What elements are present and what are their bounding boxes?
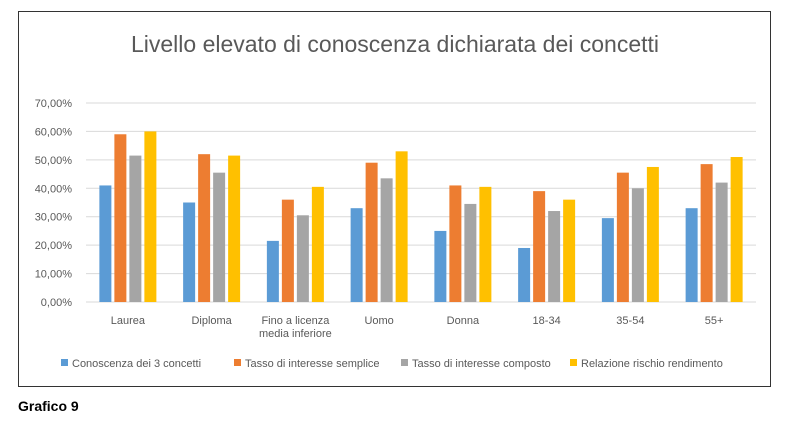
legend-swatch [61, 359, 68, 366]
bar [700, 164, 713, 302]
x-tick-label: Fino a licenza [261, 315, 330, 327]
bar [365, 162, 378, 302]
bar [228, 155, 241, 302]
x-tick-label: Diploma [191, 315, 232, 327]
legend-label: Tasso di interesse semplice [245, 358, 380, 370]
y-tick-label: 50,00% [35, 155, 73, 167]
bar [129, 155, 142, 302]
bar [144, 131, 157, 302]
figure-caption: Grafico 9 [18, 398, 79, 414]
y-tick-label: 30,00% [35, 212, 73, 224]
bar [213, 172, 226, 302]
bar [715, 182, 728, 302]
bar [685, 208, 698, 302]
y-tick-label: 10,00% [35, 269, 73, 281]
bar [311, 186, 324, 302]
bar-chart: Livello elevato di conoscenza dichiarata… [35, 31, 756, 370]
bar [548, 211, 561, 302]
bar [296, 215, 309, 302]
bar [601, 218, 614, 302]
bar [533, 191, 546, 302]
bar [183, 202, 196, 302]
y-axis-ticks: 0,00% 10,00% 20,00% 30,00% 40,00% 50,00% 60,00… [35, 98, 73, 309]
bar [449, 185, 462, 302]
bar [350, 208, 363, 302]
bar [266, 240, 279, 302]
legend-swatch [401, 359, 408, 366]
bar [198, 154, 211, 302]
bars [99, 131, 743, 302]
legend-swatch [570, 359, 577, 366]
bar [646, 166, 659, 302]
chart-title: Livello elevato di conoscenza dichiarata… [131, 31, 659, 57]
bar [479, 186, 492, 302]
y-tick-label: 40,00% [35, 183, 73, 195]
bar [99, 185, 112, 302]
legend-label: Relazione rischio rendimento [581, 358, 723, 370]
legend-label: Tasso di interesse composto [412, 358, 551, 370]
bar [518, 247, 531, 302]
y-tick-label: 70,00% [35, 98, 73, 110]
legend-label: Conoscenza dei 3 concetti [72, 358, 201, 370]
y-tick-label: 20,00% [35, 240, 73, 252]
bar [281, 199, 294, 302]
bar [730, 157, 743, 302]
gridlines [86, 102, 756, 303]
bar [114, 134, 127, 302]
legend: Conoscenza dei 3 concetti Tasso di intere… [61, 358, 723, 370]
x-tick-label: media inferiore [259, 328, 332, 340]
x-tick-label: 35-54 [616, 315, 644, 327]
legend-swatch [234, 359, 241, 366]
x-tick-label: 55+ [705, 315, 724, 327]
bar [395, 151, 408, 302]
bar [563, 199, 576, 302]
bar [380, 178, 393, 302]
y-tick-label: 60,00% [35, 126, 73, 138]
bar [616, 172, 629, 302]
bar [464, 203, 477, 302]
chart-frame: Livello elevato di conoscenza dichiarata… [18, 11, 771, 387]
y-tick-label: 0,00% [41, 297, 72, 309]
bar [631, 188, 644, 302]
bar [434, 230, 447, 302]
x-tick-label: Laurea [111, 315, 146, 327]
x-tick-label: Uomo [364, 315, 393, 327]
x-tick-label: 18-34 [533, 315, 561, 327]
x-tick-label: Donna [447, 315, 480, 327]
